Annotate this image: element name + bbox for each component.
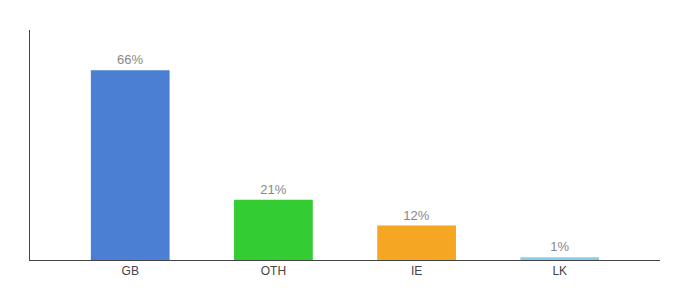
svg-text:LK: LK [552,264,567,278]
svg-text:OTH: OTH [261,264,286,278]
svg-text:66%: 66% [117,52,143,67]
svg-text:1%: 1% [550,239,569,254]
svg-text:GB: GB [122,264,139,278]
svg-text:12%: 12% [403,208,429,223]
svg-text:IE: IE [411,264,422,278]
svg-text:21%: 21% [260,182,286,197]
